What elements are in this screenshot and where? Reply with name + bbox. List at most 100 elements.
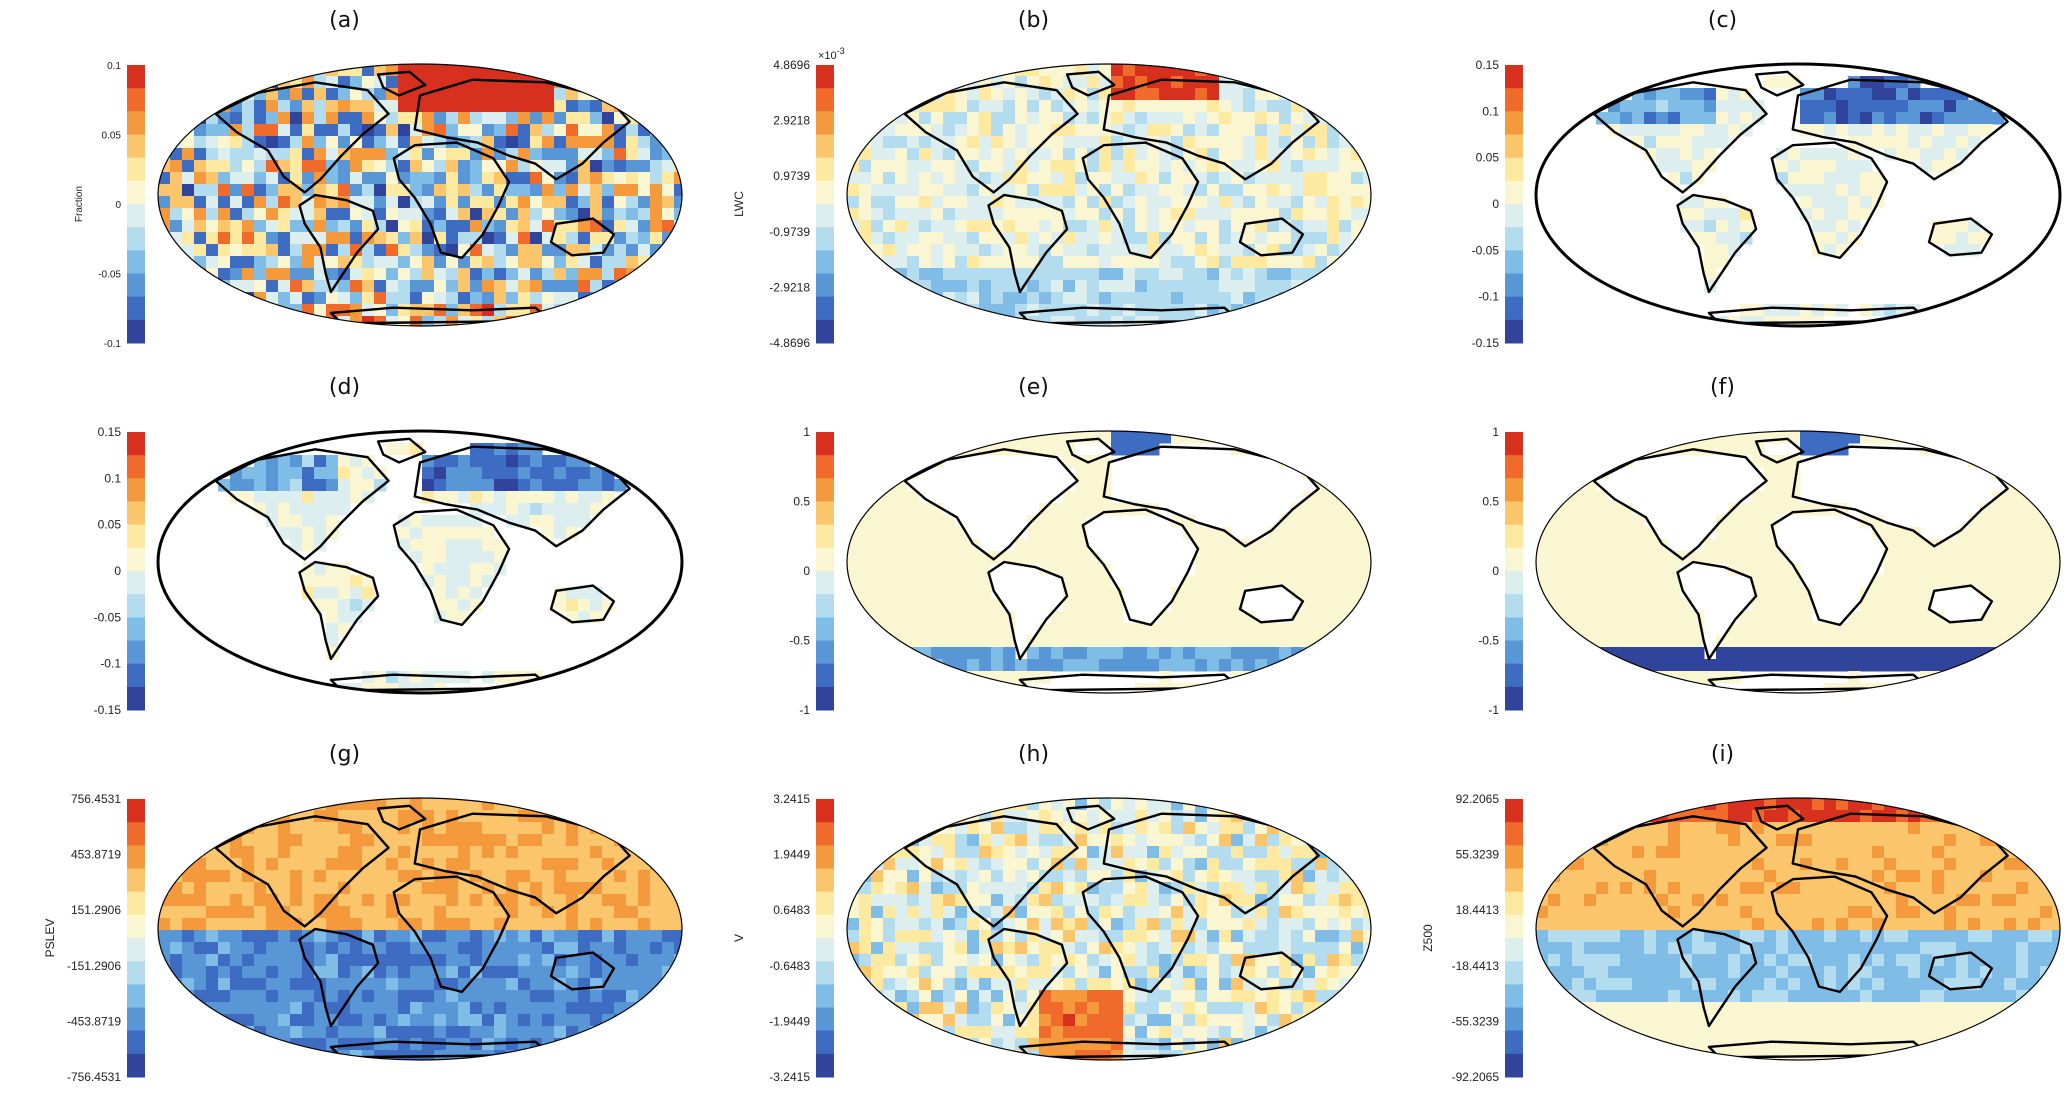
colorbar-segment bbox=[127, 1007, 145, 1032]
colorbar-segment bbox=[1505, 891, 1523, 916]
colorbar-label: LWC bbox=[732, 191, 746, 217]
colorbar-segment bbox=[1505, 640, 1523, 665]
colorbar-tick-label: 4.8696 bbox=[773, 58, 810, 72]
colorbar-segment bbox=[127, 891, 145, 916]
colorbar-segment bbox=[816, 868, 834, 893]
colorbar-segment bbox=[1505, 822, 1523, 846]
coastline-greenland bbox=[1754, 437, 1805, 464]
colorbar-segment bbox=[127, 961, 145, 985]
colorbar-segment bbox=[816, 432, 834, 456]
colorbar-tick-label: 0.1 bbox=[104, 471, 121, 485]
map-field bbox=[1536, 798, 2060, 1060]
colorbar-segment bbox=[816, 961, 834, 985]
colorbar-segment bbox=[127, 134, 145, 159]
colorbar-segment bbox=[1505, 88, 1523, 112]
colorbar-segment bbox=[127, 914, 145, 939]
colorbar-tick-label: 0 bbox=[114, 564, 121, 578]
coastline-australia bbox=[549, 951, 616, 991]
coastline-eurasia bbox=[413, 445, 631, 548]
coastline-namerica bbox=[214, 815, 390, 928]
colorbar-segment bbox=[127, 984, 145, 1008]
coastline-australia bbox=[549, 584, 616, 624]
colorbar-tick-label: 151.2906 bbox=[71, 903, 121, 917]
coastline-samerica bbox=[987, 927, 1069, 1028]
coastline-greenland bbox=[376, 437, 427, 464]
panel-label: (h) bbox=[1017, 742, 1050, 767]
colorbar-segment bbox=[816, 663, 834, 688]
colorbar-tick-label: 0.1 bbox=[1482, 104, 1499, 118]
coastline-africa bbox=[1081, 508, 1200, 627]
colorbar-segment bbox=[816, 640, 834, 665]
colorbar-tick-label: 0.15 bbox=[98, 425, 122, 439]
colorbar-tick-label: -0.15 bbox=[1472, 336, 1500, 350]
colorbar-tick-label: 0.05 bbox=[102, 131, 122, 142]
panel-label: (b) bbox=[1017, 8, 1050, 33]
colorbar-tick-label: 0 bbox=[1492, 564, 1499, 578]
colorbar-tick-label: 0.9739 bbox=[773, 169, 810, 183]
map-svg: 0.1 0.05 0 -0.05 -0.1 Fraction bbox=[74, 61, 683, 350]
coastline-eurasia bbox=[413, 812, 631, 915]
map-frame bbox=[846, 797, 1372, 1061]
colorbar-tick-label: 0.5 bbox=[793, 495, 810, 509]
coastline-africa bbox=[392, 141, 511, 260]
coastline-samerica bbox=[298, 927, 380, 1028]
colorbar-segment bbox=[1505, 984, 1523, 1008]
colorbar-segment bbox=[1505, 204, 1523, 228]
colorbar-tick-label: -92.2065 bbox=[1452, 1070, 1500, 1084]
coastline-samerica bbox=[298, 193, 380, 294]
colorbar-segment bbox=[127, 227, 145, 251]
colorbar-tick-label: -0.5 bbox=[1478, 634, 1499, 648]
colorbar: 1 0.5 0 -0.5 -1 bbox=[1478, 425, 1523, 717]
colorbar-segment bbox=[1505, 868, 1523, 893]
coastline-namerica bbox=[903, 81, 1079, 194]
colorbar-segment bbox=[816, 914, 834, 939]
colorbar-segment bbox=[816, 478, 834, 502]
colorbar-segment bbox=[1505, 524, 1523, 549]
colorbar-tick-label: -0.1 bbox=[1478, 290, 1499, 304]
colorbar-tick-label: 0.05 bbox=[98, 518, 122, 532]
colorbar-tick-label: -756.4531 bbox=[67, 1070, 121, 1084]
colorbar-tick-label: -1 bbox=[1488, 703, 1499, 717]
colorbar: 0.15 0.1 0.05 0 -0.05 -0.1 -0.15 bbox=[1472, 58, 1523, 350]
map-field bbox=[847, 798, 1371, 1060]
colorbar-segment bbox=[127, 640, 145, 665]
colorbar-segment bbox=[127, 571, 145, 595]
colorbar: 0.15 0.1 0.05 0 -0.05 -0.1 -0.15 bbox=[94, 425, 145, 717]
coastline-eurasia bbox=[413, 78, 631, 181]
colorbar-segment bbox=[816, 204, 834, 228]
colorbar-segment bbox=[1505, 501, 1523, 526]
coastline-africa bbox=[392, 508, 511, 627]
colorbar-segment bbox=[127, 478, 145, 502]
colorbar-segment bbox=[816, 273, 834, 298]
colorbar-tick-label: -0.1 bbox=[100, 657, 121, 671]
colorbar-segment bbox=[127, 111, 145, 135]
colorbar-segment bbox=[1505, 432, 1523, 456]
coastline-australia bbox=[1927, 951, 1994, 991]
colorbar-segment bbox=[127, 319, 145, 344]
map-svg: 0.15 0.1 0.05 0 -0.05 -0.1 -0.15 bbox=[1472, 58, 2062, 350]
panel-label: (g) bbox=[328, 742, 361, 767]
colorbar-segment bbox=[1505, 296, 1523, 321]
coastline-eurasia bbox=[1102, 445, 1320, 548]
coastline-namerica bbox=[1592, 815, 1768, 928]
colorbar-segment bbox=[816, 296, 834, 321]
colorbar-segment bbox=[816, 180, 834, 205]
map-panel-d: (d) 0.15 0.1 0.05 0 -0.05 -0.1 -0.15 bbox=[0, 367, 689, 734]
colorbar-tick-label: -0.05 bbox=[1472, 243, 1500, 257]
colorbar: 92.2065 55.3239 18.4413 -18.4413 -55.3239 -92… bbox=[1421, 792, 1523, 1084]
colorbar-tick-label: -0.9739 bbox=[769, 225, 810, 239]
colorbar-tick-label: -453.8719 bbox=[67, 1014, 121, 1028]
coastline-eurasia bbox=[1791, 445, 2009, 548]
colorbar-segment bbox=[1505, 134, 1523, 159]
colorbar-tick-label: -151.2906 bbox=[67, 959, 121, 973]
colorbar-segment bbox=[816, 1007, 834, 1032]
colorbar-segment bbox=[816, 134, 834, 159]
colorbar-segment bbox=[127, 180, 145, 205]
map-panel-i: (i) 92.2065 55.3239 18.4413 -18.4413 -55.3239… bbox=[1378, 734, 2067, 1101]
coastline-namerica bbox=[214, 448, 390, 561]
colorbar-segment bbox=[816, 1030, 834, 1055]
coastline-africa bbox=[1081, 141, 1200, 260]
colorbar-segment bbox=[816, 799, 834, 823]
colorbar-segment bbox=[1505, 1007, 1523, 1032]
